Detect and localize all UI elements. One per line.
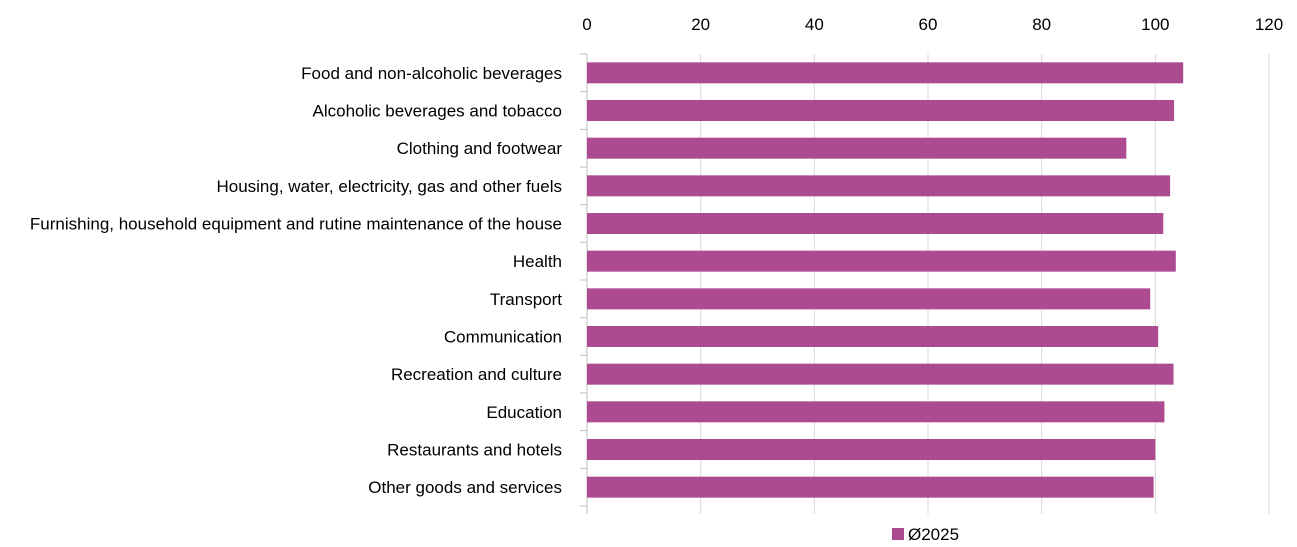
bars (587, 62, 1184, 498)
bar (587, 62, 1184, 84)
category-label: Transport (490, 290, 562, 309)
bar (587, 250, 1176, 272)
legend: Ø2025 (892, 525, 959, 544)
bar (587, 100, 1175, 121)
category-label: Communication (444, 328, 562, 347)
axes (580, 53, 588, 514)
legend-label: Ø2025 (908, 525, 959, 544)
category-label: Alcoholic beverages and tobacco (313, 102, 563, 121)
category-label: Clothing and footwear (397, 139, 563, 158)
bar (587, 476, 1154, 498)
bar (587, 288, 1151, 310)
category-label: Food and non-alcoholic beverages (301, 64, 562, 83)
x-tick-label: 100 (1141, 15, 1169, 34)
category-label: Other goods and services (368, 478, 562, 497)
category-label: Restaurants and hotels (387, 441, 562, 460)
category-label: Health (513, 252, 562, 271)
category-label: Furnishing, household equipment and ruti… (30, 215, 562, 234)
bar (587, 401, 1165, 423)
x-tick-label: 120 (1255, 15, 1283, 34)
category-label: Education (486, 403, 562, 422)
bar (587, 175, 1171, 197)
bar (587, 213, 1164, 234)
bar (587, 363, 1174, 385)
bar (587, 326, 1159, 347)
category-label: Recreation and culture (391, 365, 562, 384)
labels: 0 20 40 60 80 100 120 Food and non-alcoholic be… (30, 15, 1283, 497)
x-tick-label: 60 (919, 15, 938, 34)
legend-swatch (892, 528, 904, 540)
x-tick-label: 0 (582, 15, 591, 34)
gridlines (700, 54, 1270, 514)
category-label: Housing, water, electricity, gas and oth… (216, 177, 562, 196)
x-tick-label: 80 (1032, 15, 1051, 34)
bar (587, 439, 1156, 460)
bar (587, 137, 1127, 159)
x-tick-label: 20 (691, 15, 710, 34)
x-tick-label: 40 (805, 15, 824, 34)
